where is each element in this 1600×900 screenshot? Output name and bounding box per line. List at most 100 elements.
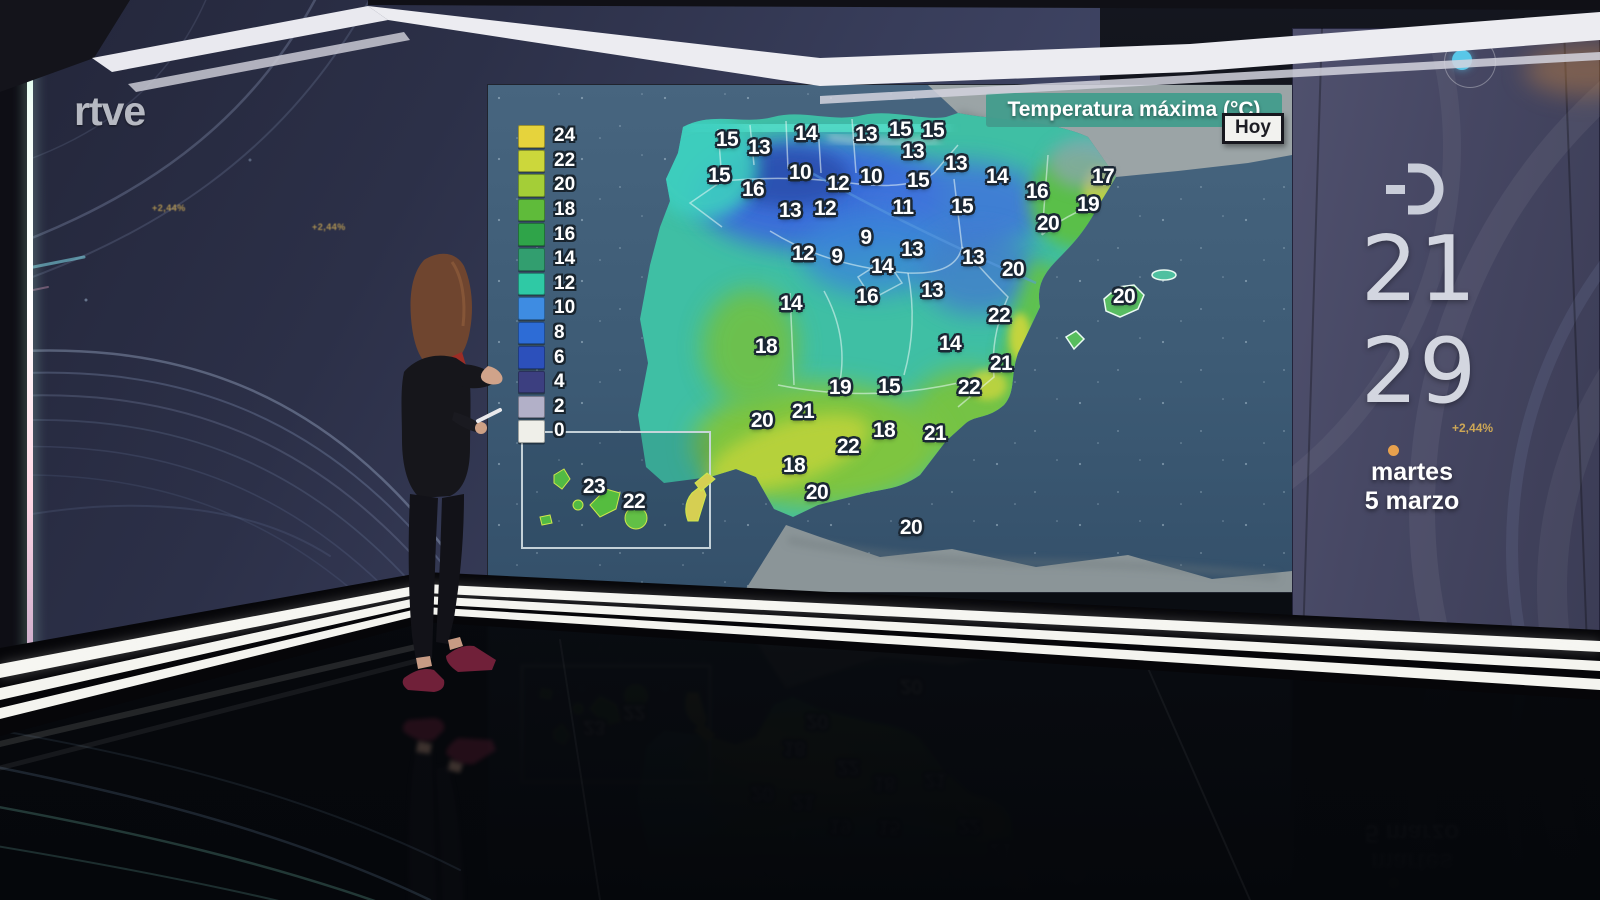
floor-reflection-presenter	[370, 700, 542, 900]
temp-label: 21	[923, 422, 947, 445]
legend-row: 6	[518, 345, 575, 370]
presenter-hand	[480, 366, 503, 385]
temp-label: 15	[906, 169, 930, 192]
legend-swatch	[518, 248, 545, 271]
temp-label: 22	[836, 435, 860, 458]
legend-row: 24	[518, 124, 575, 149]
legend-swatch	[518, 395, 545, 419]
date-label: 5 marzo	[1364, 487, 1460, 515]
temp-label: 20	[805, 481, 829, 504]
legend-swatch	[518, 297, 545, 320]
temp-label: 15	[715, 128, 739, 151]
legend-swatch	[518, 174, 545, 197]
temp-label: 13	[778, 199, 802, 222]
temp-label: 20	[1112, 285, 1136, 308]
wall-led-edge-light	[27, 0, 33, 666]
legend-row: 10	[518, 296, 575, 321]
spain-weather-map	[488, 85, 1292, 592]
temp-label: 19	[828, 376, 852, 399]
temp-label: 9	[860, 226, 872, 249]
date-block: martes 5 marzo	[1307, 458, 1517, 516]
temp-label: 15	[877, 375, 901, 398]
decor-cyan-dot	[1452, 50, 1472, 70]
legend-row: 8	[518, 321, 575, 346]
temp-label: 20	[750, 409, 774, 432]
presenter-clicker	[476, 408, 502, 423]
date-orange-dot	[1388, 445, 1399, 456]
legend-row: 12	[518, 272, 575, 297]
temp-label: 18	[782, 454, 806, 477]
legend-row: 20	[518, 173, 575, 198]
channel-d-logo	[1386, 163, 1444, 215]
temp-label: 14	[985, 165, 1009, 188]
temp-label: 15	[921, 119, 945, 142]
legend-swatch	[518, 149, 545, 173]
temp-label: 14	[794, 122, 818, 145]
temp-label: 21	[989, 352, 1013, 375]
legend-value: 8	[554, 322, 565, 344]
rtve-logo: rtve	[74, 88, 146, 134]
presenter-blazer	[401, 355, 471, 498]
legend-value: 6	[554, 346, 565, 368]
legend-value: 14	[554, 248, 576, 270]
legend-value: 22	[554, 149, 576, 171]
temp-label: 14	[779, 292, 803, 315]
temp-label: 17	[1091, 165, 1115, 188]
temp-label: 18	[872, 419, 896, 442]
presenter-shoe	[446, 645, 496, 672]
temp-label: 16	[741, 178, 765, 201]
legend-value: 16	[554, 223, 576, 245]
presenter-leg	[408, 494, 438, 660]
temp-label: 13	[854, 123, 878, 146]
legend-swatch	[518, 198, 545, 222]
temp-label: 18	[754, 335, 778, 358]
legend-row: 22	[518, 149, 575, 174]
legend-row: 4	[518, 370, 575, 395]
temp-label: 9	[831, 245, 843, 268]
wall-dark-edge	[0, 0, 27, 666]
presenter-shoe	[402, 669, 445, 692]
value-top: 21	[1360, 217, 1478, 322]
temp-label: 10	[859, 165, 883, 188]
temp-label: 23	[582, 475, 606, 498]
panel-ticker: +2,44%	[1452, 421, 1494, 435]
legend-value: 20	[554, 174, 576, 196]
legend-value: 4	[554, 371, 565, 393]
legend-swatch	[518, 125, 545, 148]
wall-ticker: +2,44%	[312, 222, 346, 232]
floor-reflection-map: Temperatura máxima (°C) Hoy 242220181614…	[488, 584, 1292, 900]
temp-label: 13	[920, 279, 944, 302]
weather-presenter	[401, 253, 503, 692]
legend-value: 24	[554, 125, 576, 147]
temperature-legend: 24 22 20 18 16 14 12 10 8 6 4 2 0	[518, 124, 575, 444]
legend-swatch	[518, 223, 545, 246]
value-bottom: 29	[1360, 319, 1478, 424]
legend-swatch	[518, 370, 545, 394]
day-badge: Hoy	[1222, 113, 1284, 144]
legend-swatch	[518, 346, 545, 369]
legend-row: 0	[518, 419, 575, 444]
temp-label: 10	[788, 161, 812, 184]
temp-label: 22	[957, 376, 981, 399]
temp-label: 22	[987, 304, 1011, 327]
legend-swatch	[518, 272, 545, 296]
weather-map-screen: Temperatura máxima (°C) Hoy 24 22 20 18 16 14…	[488, 85, 1292, 592]
temp-label: 13	[900, 238, 924, 261]
temp-label: 12	[791, 242, 815, 265]
legend-swatch	[518, 321, 545, 345]
temp-label: 20	[1001, 258, 1025, 281]
legend-value: 2	[554, 395, 565, 417]
legend-value: 12	[554, 272, 576, 294]
temp-label: 15	[707, 164, 731, 187]
temperature-labels-layer: 15 13 14 13 15 15 13 13 15 16 10 12 10 15 14 17 16 19 13 12…	[488, 85, 1292, 592]
temp-label: 14	[870, 255, 894, 278]
legend-value: 0	[554, 420, 565, 442]
legend-swatch	[518, 420, 545, 443]
presenter-leg	[436, 494, 464, 644]
temp-label: 12	[813, 197, 837, 220]
wall-ticker: +2,44%	[152, 203, 186, 213]
temp-label: 15	[888, 118, 912, 141]
temp-label: 21	[791, 400, 815, 423]
temp-label: 16	[855, 285, 879, 308]
